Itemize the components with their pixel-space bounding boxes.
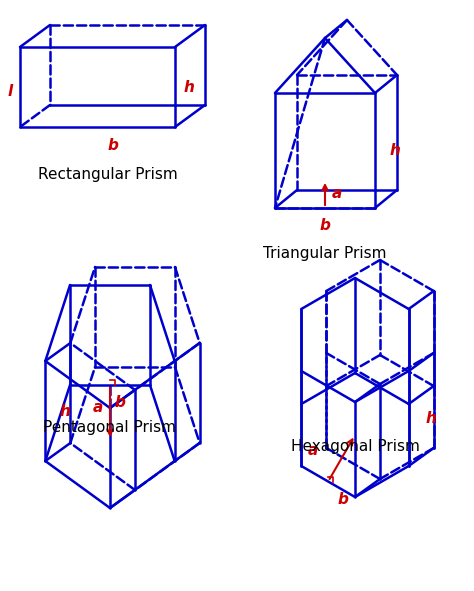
Text: l: l [8, 85, 13, 99]
Text: b: b [107, 138, 118, 152]
Text: b: b [337, 492, 348, 507]
Text: Rectangular Prism: Rectangular Prism [37, 167, 177, 182]
Text: b: b [319, 219, 330, 233]
Text: Triangular Prism: Triangular Prism [263, 246, 387, 261]
Text: Hexagonal Prism: Hexagonal Prism [291, 439, 419, 454]
Text: h: h [60, 404, 71, 418]
Text: h: h [425, 411, 436, 426]
Text: h: h [183, 80, 194, 95]
Text: Pentagonal Prism: Pentagonal Prism [44, 420, 176, 435]
Text: b: b [115, 395, 126, 411]
Text: h: h [390, 143, 401, 158]
Text: a: a [308, 443, 318, 458]
Text: a: a [332, 187, 342, 202]
Text: a: a [93, 400, 103, 415]
